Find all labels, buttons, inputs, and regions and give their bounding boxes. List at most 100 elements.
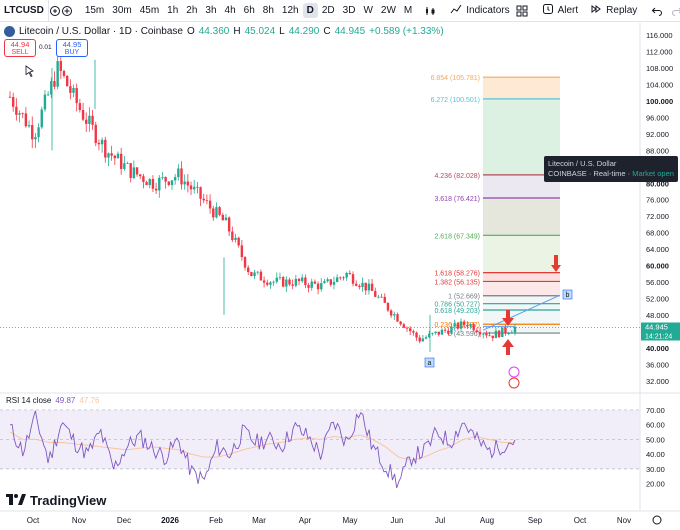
candle-body [332,282,336,285]
candle-body [37,127,40,138]
candle-body [56,61,59,87]
price-tick-label: 96.000 [646,113,669,122]
candle-body [285,279,288,287]
settings-gear-icon[interactable] [652,515,662,525]
candle-body [374,290,377,297]
add-symbol-icon[interactable] [61,2,73,20]
candle-body [177,168,180,178]
interval-3h[interactable]: 3h [205,5,217,16]
candle-body [259,271,263,281]
candle-body [389,310,393,316]
candle-body [231,231,234,241]
candle-body [78,103,82,110]
fib-level-label: 4.236 (82.028) [434,173,480,180]
candle-body [437,331,440,335]
interval-30m[interactable]: 30m [112,5,132,16]
candle-body [186,181,190,186]
event-icon-lightning [508,366,520,378]
candle-body [31,125,34,140]
candle-body [27,125,31,127]
candle-body [307,284,310,288]
symbol-search[interactable]: LTCUSD [0,0,49,22]
candle-body [100,139,104,145]
price-tick-label: 36.000 [646,360,669,369]
candle-body [34,137,37,140]
interval-6h[interactable]: 6h [243,5,255,16]
candle-body [380,296,383,298]
rsi-tick-label: 60.00 [646,421,665,430]
candle-body [247,267,250,273]
candle-body [161,177,164,178]
chart-type-icon[interactable] [424,2,436,20]
interval-2w[interactable]: 2W [380,5,396,16]
interval-3d[interactable]: 3D [342,5,356,16]
undo-icon[interactable] [651,2,663,20]
candle-body [189,185,193,190]
candle-body [310,281,313,288]
interval-1h[interactable]: 1h [167,5,179,16]
interval-d[interactable]: D [302,3,318,18]
candle-body [472,324,475,331]
indicators-label: Indicators [466,5,510,16]
down-arrow-marker [502,310,514,326]
fib-level-label: 0 (43.596) [448,331,480,338]
interval-8h[interactable]: 8h [262,5,274,16]
alert-button[interactable]: Alert [536,3,585,18]
buy-button[interactable]: 44.95 BUY [56,39,88,57]
symbol-tooltip: Litecoin / U.S. Dollar COINBASE · Real-t… [544,156,678,182]
interval-12h[interactable]: 12h [281,5,299,16]
rsi-ma-value: 47.76 [79,396,100,405]
legend-high-value: 45.024 [244,26,276,37]
fib-zone [483,281,560,296]
point-marker-a [424,357,435,368]
interval-2d[interactable]: 2D [321,5,335,16]
price-tick-label: 48.000 [646,311,669,320]
candle-body [46,94,50,96]
candle-body [43,94,47,110]
candle-body [412,331,415,333]
candle-body [158,177,161,191]
fib-zone [483,295,560,334]
candle-body [50,81,53,95]
candle-body [339,277,342,279]
candle-body [434,331,437,334]
candle-body [459,321,463,329]
interval-4h[interactable]: 4h [224,5,236,16]
candle-body [69,86,72,93]
replay-button[interactable]: Replay [584,3,643,18]
candle-body [135,167,139,175]
candle-body [110,153,113,156]
interval-2h[interactable]: 2h [186,5,198,16]
price-chart-svg[interactable]: 116.000 112.000 108.000 104.000 100.000 96.00… [0,23,680,530]
candle-body [269,282,272,285]
candle-body [139,174,142,177]
interval-45m[interactable]: 45m [139,5,160,16]
price-tick-label: 100.000 [646,97,673,106]
rsi-legend: RSI 14 close 49.87 47.76 [6,396,99,405]
indicators-button[interactable]: Indicators [444,3,515,18]
candle-body [173,177,177,181]
redo-icon[interactable] [671,2,680,20]
rsi-line [9,410,516,489]
candle-body [367,283,371,291]
candle-body [15,106,18,115]
time-tick-label: Nov [617,516,631,525]
interval-w[interactable]: W [363,5,373,16]
candle-body [507,333,510,334]
fib-level-label: 6.272 (100.501) [431,97,480,104]
buy-label: BUY [64,49,80,56]
compare-icon[interactable] [49,2,61,20]
candle-body [440,329,444,335]
event-icon-flag [508,377,520,389]
candle-body [81,109,85,120]
candle-body [227,217,231,232]
sell-button[interactable]: 44.94 SELL [4,39,36,57]
legend-change: +0.589 (+1.33%) [369,26,444,37]
tradingview-logo[interactable]: TradingView [6,493,106,508]
layout-icon[interactable] [516,2,528,20]
interval-m[interactable]: M [403,5,413,16]
interval-15m[interactable]: 15m [84,5,105,16]
replay-label: Replay [606,5,638,16]
candle-body [129,163,132,178]
chart-container[interactable]: Litecoin / U.S. Dollar · 1D · Coinbase O… [0,23,680,530]
